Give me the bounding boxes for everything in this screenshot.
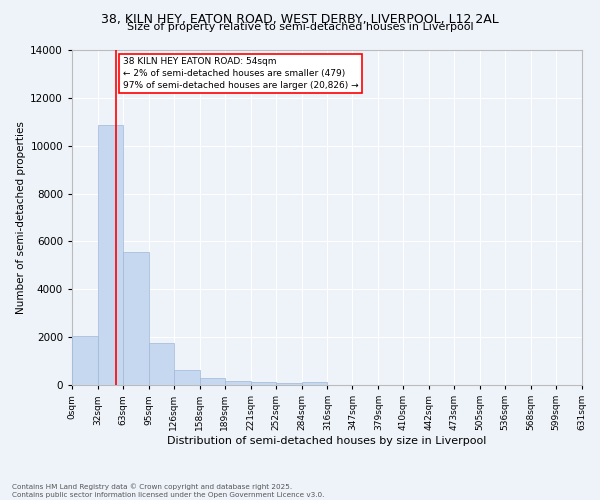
Bar bbox=[98, 126, 123, 385]
Bar bbox=[174, 370, 200, 385]
Text: 38, KILN HEY, EATON ROAD, WEST DERBY, LIVERPOOL, L12 2AL: 38, KILN HEY, EATON ROAD, WEST DERBY, LI… bbox=[101, 12, 499, 26]
Bar bbox=[149, 343, 174, 385]
Bar bbox=[251, 382, 275, 385]
Bar bbox=[302, 382, 328, 385]
Y-axis label: Number of semi-detached properties: Number of semi-detached properties bbox=[16, 121, 26, 314]
Bar bbox=[275, 383, 302, 385]
Bar bbox=[200, 378, 225, 385]
Bar bbox=[123, 252, 149, 385]
Bar bbox=[225, 380, 251, 385]
Text: Contains HM Land Registry data © Crown copyright and database right 2025.
Contai: Contains HM Land Registry data © Crown c… bbox=[12, 483, 325, 498]
Text: 38 KILN HEY EATON ROAD: 54sqm
← 2% of semi-detached houses are smaller (479)
97%: 38 KILN HEY EATON ROAD: 54sqm ← 2% of se… bbox=[123, 57, 359, 90]
Bar bbox=[72, 336, 98, 385]
Text: Size of property relative to semi-detached houses in Liverpool: Size of property relative to semi-detach… bbox=[127, 22, 473, 32]
X-axis label: Distribution of semi-detached houses by size in Liverpool: Distribution of semi-detached houses by … bbox=[167, 436, 487, 446]
